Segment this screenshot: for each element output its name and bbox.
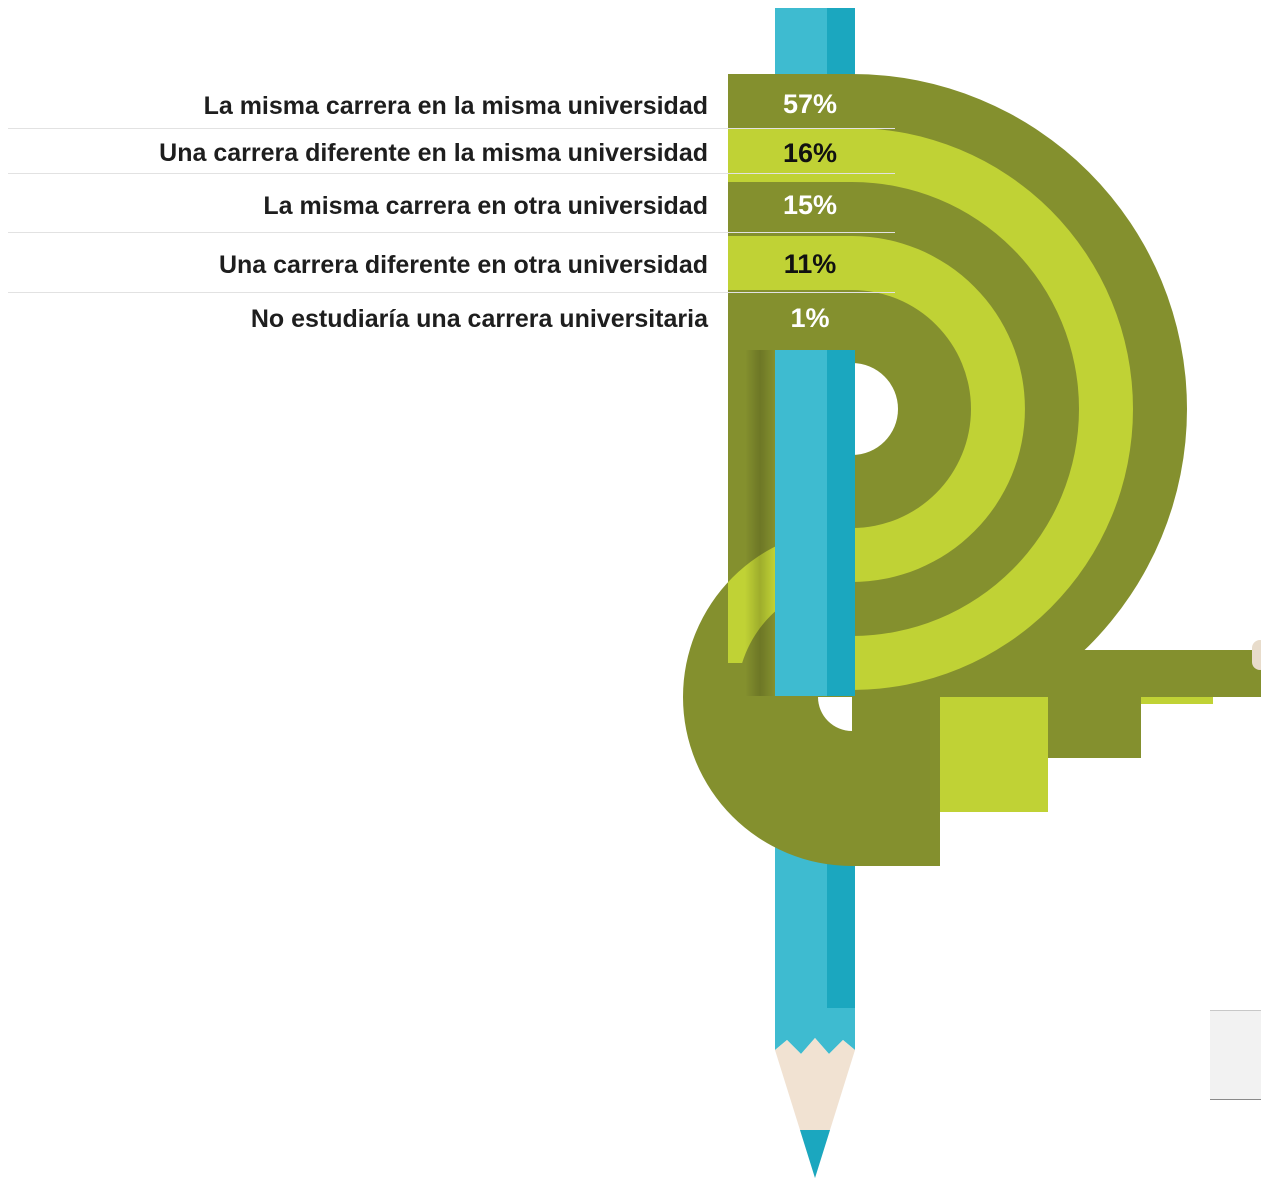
row-separator — [8, 292, 895, 293]
category-label: La misma carrera en la misma universidad — [203, 92, 708, 120]
pencil-lead — [800, 1130, 830, 1178]
data-label: 11% — [783, 249, 837, 279]
partial-note-box — [1210, 1010, 1261, 1100]
row-separator — [8, 128, 895, 129]
pencil-collar — [775, 1008, 855, 1054]
data-label: 1% — [790, 303, 830, 333]
pencil-tip — [775, 1008, 855, 1178]
row-separator — [8, 232, 895, 233]
data-label: 15% — [782, 190, 838, 220]
category-label: No estudiaría una carrera universitaria — [250, 305, 708, 333]
category-label: Una carrera diferente en la misma univer… — [159, 139, 708, 167]
data-label: 57% — [782, 89, 838, 119]
decorative-shape — [1252, 640, 1261, 670]
pencil-wood — [775, 1038, 855, 1178]
pencil-shaft-front-shade — [827, 350, 855, 696]
category-label: La misma carrera en otra universidad — [263, 192, 708, 220]
pencil-shadow — [745, 350, 775, 696]
data-label: 16% — [782, 138, 838, 168]
category-label: Una carrera diferente en otra universida… — [218, 251, 708, 279]
row-separator — [8, 173, 895, 174]
pencil-front — [745, 350, 855, 696]
